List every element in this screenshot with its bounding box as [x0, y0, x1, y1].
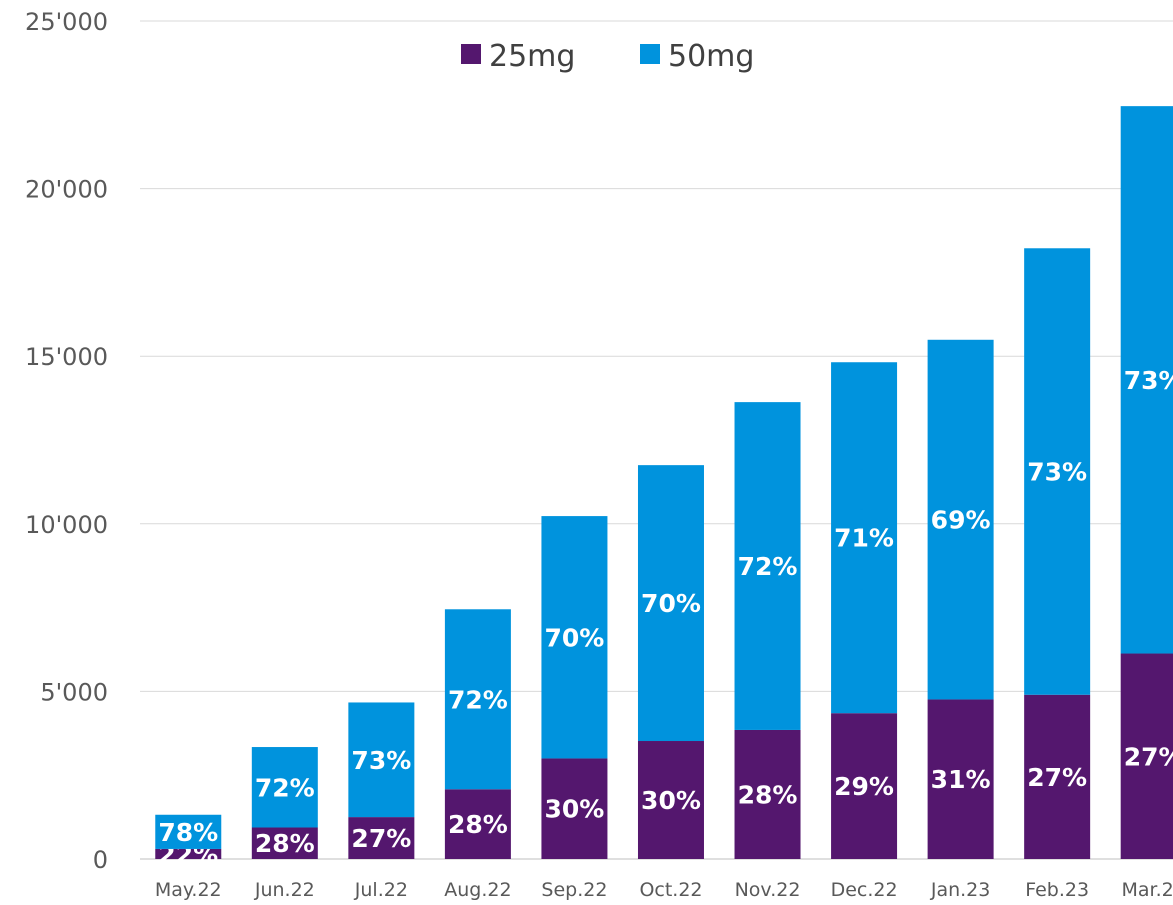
bar-25mg-Mar.23: [1120, 653, 1173, 859]
legend-swatch-50mg: [640, 44, 660, 64]
x-tick-label: Jun.22: [254, 879, 315, 901]
x-tick-label: Aug.22: [444, 879, 511, 901]
bar-25mg-Jul.22: [348, 817, 415, 859]
data-label: 72%: [448, 685, 508, 714]
legend-label-50mg: 50mg: [668, 39, 754, 74]
data-label: 69%: [931, 506, 991, 535]
data-label: 78%: [158, 818, 218, 847]
data-label: 73%: [1124, 366, 1173, 395]
data-label: 27%: [351, 824, 411, 853]
data-label: 72%: [738, 552, 798, 581]
data-label: 70%: [641, 589, 701, 618]
bar-50mg-Jan.23: [927, 339, 994, 700]
data-label: 71%: [834, 524, 894, 553]
bar-25mg-May.22: [155, 848, 222, 859]
data-label: 70%: [545, 623, 605, 652]
y-tick-label: 10'000: [25, 511, 108, 539]
x-axis: May.22 Jun.22 Jul.22 Aug.22 Sep.22 Oct.22 Nov.…: [155, 879, 1173, 901]
x-tick-label: Nov.22: [735, 879, 801, 901]
bar-50mg-Feb.23: [1024, 248, 1091, 695]
bar-50mg-Sep.22: [541, 516, 608, 759]
x-tick-label: May.22: [155, 879, 222, 901]
bar-50mg-Jun.22: [251, 747, 318, 828]
x-tick-label: Sep.22: [541, 879, 607, 901]
bar-25mg-Dec.22: [831, 713, 898, 859]
x-tick-label: Feb.23: [1025, 879, 1089, 901]
x-tick-label: Mar.23: [1122, 879, 1173, 901]
y-tick-label: 5'000: [40, 678, 108, 706]
legend-label-25mg: 25mg: [489, 39, 575, 74]
data-label: 28%: [255, 829, 315, 858]
data-label: 28%: [448, 810, 508, 839]
bar-25mg-Feb.23: [1024, 694, 1091, 859]
bar-25mg-Oct.22: [637, 741, 704, 859]
bar-50mg-May.22: [155, 814, 222, 849]
y-tick-label: 20'000: [25, 176, 108, 204]
data-label: 30%: [545, 795, 605, 824]
data-label: 73%: [351, 746, 411, 775]
bar-50mg-Aug.22: [444, 609, 511, 790]
bar-50mg-Jul.22: [348, 702, 415, 818]
bar-25mg-Nov.22: [734, 729, 801, 859]
bars: 22%78% 28%72%27%73%28%72%30%70%30%70%28%7…: [155, 106, 1173, 869]
data-label: 28%: [738, 780, 798, 809]
bar-25mg-Jun.22: [251, 827, 318, 859]
data-label: 29%: [834, 772, 894, 801]
data-label: 27%: [1124, 742, 1173, 771]
y-tick-label: 0: [93, 846, 108, 874]
x-tick-label: Jul.22: [354, 879, 408, 901]
legend-swatch-25mg: [461, 44, 481, 64]
bar-25mg-Aug.22: [444, 789, 511, 859]
x-tick-label: Dec.22: [831, 879, 898, 901]
data-label: 73%: [1027, 458, 1087, 487]
y-tick-label: 25'000: [25, 8, 108, 36]
y-axis: 0 5'000 10'000 15'000 20'000 25'000: [25, 8, 108, 874]
data-label: 72%: [255, 773, 315, 802]
x-tick-label: Oct.22: [639, 879, 702, 901]
data-label: 31%: [931, 765, 991, 794]
legend: 25mg 50mg: [461, 39, 754, 74]
data-label: 30%: [641, 786, 701, 815]
bar-50mg-Dec.22: [831, 362, 898, 714]
bar-50mg-Nov.22: [734, 402, 801, 730]
x-tick-label: Jan.23: [930, 879, 991, 901]
bar-25mg-Sep.22: [541, 758, 608, 859]
bar-25mg-Jan.23: [927, 699, 994, 859]
y-tick-label: 15'000: [25, 343, 108, 371]
bar-50mg-Mar.23: [1120, 106, 1173, 654]
bar-50mg-Oct.22: [637, 465, 704, 742]
data-label: 27%: [1027, 763, 1087, 792]
